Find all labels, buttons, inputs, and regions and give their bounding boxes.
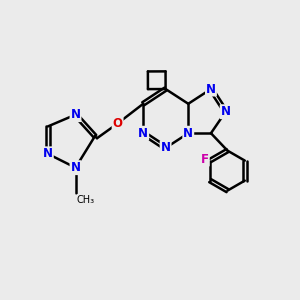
Text: N: N xyxy=(160,141,171,154)
Text: F: F xyxy=(201,153,209,166)
Text: O: O xyxy=(112,117,123,130)
Text: N: N xyxy=(70,108,80,121)
Text: N: N xyxy=(221,105,231,118)
Text: N: N xyxy=(138,127,148,140)
Text: N: N xyxy=(206,82,216,95)
Text: CH₃: CH₃ xyxy=(77,195,95,205)
Text: N: N xyxy=(43,147,53,160)
Text: N: N xyxy=(70,161,80,174)
Text: N: N xyxy=(183,127,193,140)
